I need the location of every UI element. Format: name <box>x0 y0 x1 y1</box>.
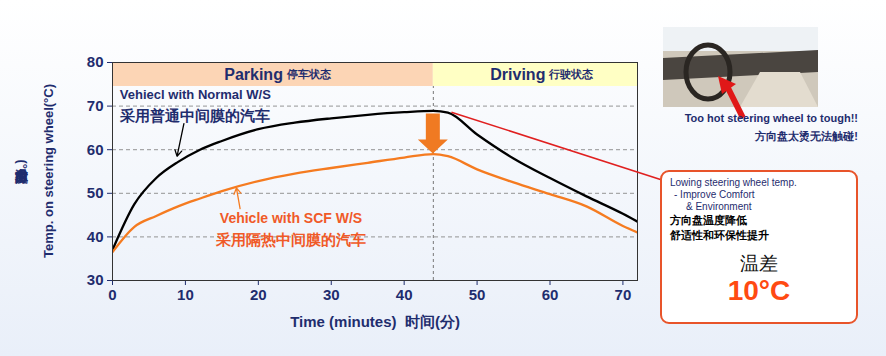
svg-text:Time (minutes) 时间(分): Time (minutes) 时间(分) <box>290 313 460 330</box>
svg-text:50: 50 <box>469 286 486 303</box>
svg-text:60: 60 <box>542 286 559 303</box>
svg-text:50: 50 <box>87 184 104 201</box>
svg-text:20: 20 <box>250 286 267 303</box>
html-text:Lowing steering wheel temp.: Lowing steering wheel temp. <box>670 177 797 188</box>
html-text:方向盘温度降低: 方向盘温度降低 <box>670 214 747 226</box>
svg-text:40: 40 <box>396 286 413 303</box>
html-text:& Environment: & Environment <box>686 201 752 212</box>
svg-text:Driving: Driving <box>490 66 545 83</box>
svg-text:30: 30 <box>323 286 340 303</box>
svg-text:40: 40 <box>87 228 104 245</box>
svg-text:60: 60 <box>87 141 104 158</box>
svg-text:停车状态: 停车状态 <box>286 68 332 80</box>
svg-text:行驶状态: 行驶状态 <box>548 68 594 80</box>
svg-text:80: 80 <box>87 53 104 70</box>
svg-text:10: 10 <box>177 286 194 303</box>
svg-text:方向盘温度(°C): 方向盘温度(°C) <box>15 159 30 184</box>
svg-text:采用普通中间膜的汽车: 采用普通中间膜的汽车 <box>119 106 270 123</box>
svg-text:Vehiecl with Normal W/S: Vehiecl with Normal W/S <box>120 87 271 102</box>
html-text:Too hot steering wheel to toug: Too hot steering wheel to tough!! <box>684 112 858 124</box>
svg-text:Vehicle with SCF W/S: Vehicle with SCF W/S <box>220 210 362 226</box>
svg-text:Parking: Parking <box>224 66 283 83</box>
svg-text:30: 30 <box>87 271 104 288</box>
html-text:- Improve Comfort: - Improve Comfort <box>674 189 755 200</box>
html-text:10°C: 10°C <box>727 275 791 306</box>
svg-text:0: 0 <box>108 286 116 303</box>
svg-text:采用隔热中间膜的汽车: 采用隔热中间膜的汽车 <box>215 231 366 248</box>
html-text:方向盘太烫无法触碰!: 方向盘太烫无法触碰! <box>755 130 858 142</box>
svg-text:Temp. on steering wheel(°C): Temp. on steering wheel(°C) <box>41 84 56 258</box>
svg-text:70: 70 <box>615 286 632 303</box>
html-text:温差: 温差 <box>740 253 778 274</box>
svg-text:70: 70 <box>87 97 104 114</box>
html-text:舒适性和环保性提升: 舒适性和环保性提升 <box>670 229 769 241</box>
